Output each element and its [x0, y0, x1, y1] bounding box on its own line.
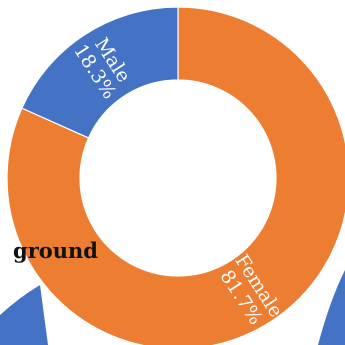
background-shapes — [0, 270, 345, 345]
donut-slice-male — [21, 6, 179, 139]
donut-slice-female — [6, 6, 345, 345]
background-blue-shape-right — [318, 270, 345, 345]
background-partial-text: ground — [13, 238, 98, 263]
background-blue-shape-left — [0, 285, 48, 345]
donut-slices — [6, 6, 345, 345]
